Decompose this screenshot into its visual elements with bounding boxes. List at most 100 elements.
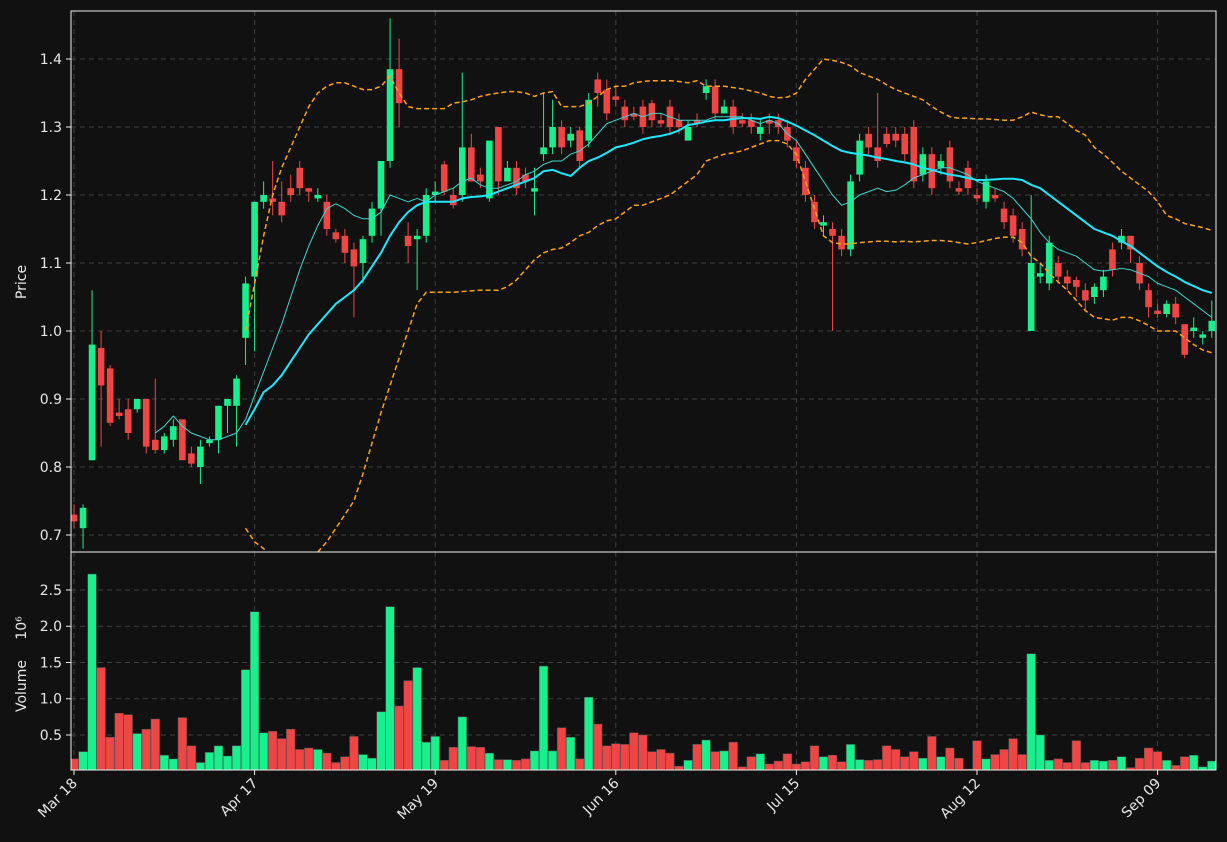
volume-bar — [972, 740, 982, 770]
volume-bar — [620, 744, 630, 770]
y-tick-label: 1.0 — [40, 692, 62, 708]
candle-body — [368, 208, 376, 236]
y-tick-label: 0.9 — [40, 392, 62, 408]
volume-bar — [855, 759, 865, 770]
volume-bar — [511, 760, 522, 770]
candle-body — [377, 161, 385, 209]
candle-body — [468, 147, 475, 182]
candle-body — [531, 188, 538, 192]
y-tick-label: 1.2 — [40, 188, 62, 204]
volume-bar — [159, 755, 169, 770]
volume-bar — [448, 747, 458, 770]
candle-body — [1208, 320, 1216, 332]
volume-bar — [1180, 756, 1190, 770]
candle-body — [242, 283, 249, 338]
volume-frame — [70, 551, 1217, 771]
volume-bar — [710, 751, 720, 770]
candle-body — [576, 130, 583, 162]
y-tick-label: 1.5 — [40, 655, 62, 671]
volume-bar — [493, 759, 503, 770]
candle-body — [829, 229, 836, 236]
volume-bar — [936, 756, 946, 770]
volume-bar — [403, 680, 413, 770]
candle-body — [1172, 303, 1179, 318]
candle-body — [657, 120, 665, 124]
candle-body — [206, 439, 213, 444]
price-axis-label: Price — [14, 265, 30, 299]
volume-bar — [87, 573, 97, 770]
volume-bar — [1053, 758, 1063, 770]
candle-body — [260, 195, 267, 202]
candle-body — [449, 195, 457, 206]
candle-body — [359, 239, 367, 264]
candle-body — [350, 249, 358, 267]
volume-bar — [999, 749, 1009, 770]
y-tick-label: 2.0 — [40, 619, 62, 635]
volume-bar — [773, 760, 783, 770]
volume-bar — [322, 752, 332, 770]
candle-body — [838, 235, 845, 250]
candle-body — [1045, 242, 1053, 284]
volume-bar — [340, 756, 350, 770]
candle-body — [883, 133, 890, 145]
volume-bar — [286, 728, 296, 770]
candle-body — [811, 201, 818, 223]
candle-body — [422, 195, 430, 236]
volume-bar — [331, 762, 341, 770]
volume-bar — [168, 758, 178, 770]
candle-body — [332, 232, 340, 240]
candle-body — [865, 133, 872, 148]
volume-bar — [981, 758, 991, 770]
volume-bar — [945, 747, 955, 770]
candle-body — [79, 507, 87, 529]
volume-bar — [882, 745, 892, 770]
volume-bar — [1134, 757, 1145, 770]
overlay-line — [154, 112, 1213, 441]
volume-bar — [1116, 756, 1127, 770]
volume-panel — [71, 573, 1216, 770]
candle-body — [142, 399, 150, 447]
volume-bar — [539, 665, 549, 770]
volume-bar — [1207, 760, 1216, 770]
candle-body — [1091, 286, 1098, 298]
candle-body — [504, 167, 511, 182]
candle-body — [151, 439, 159, 451]
candle-body — [684, 127, 692, 141]
candle-body — [874, 147, 881, 162]
volume-bar — [1098, 760, 1108, 770]
volume-bar — [593, 723, 603, 770]
volume-bar — [114, 712, 124, 770]
volume-bar — [96, 667, 106, 770]
candle-body — [540, 147, 547, 155]
volume-bar — [782, 753, 792, 770]
y-tick-label: 1.1 — [40, 256, 62, 272]
volume-bar — [1125, 767, 1136, 770]
volume-axis-label: Volume — [14, 660, 30, 712]
volume-bar — [123, 714, 133, 770]
candle-body — [161, 436, 168, 451]
volume-bar — [692, 744, 702, 770]
candle-body — [847, 181, 854, 250]
volume-bar — [502, 759, 512, 770]
candle-body — [197, 446, 204, 468]
candle-body — [1190, 327, 1198, 332]
candle-body — [97, 348, 105, 386]
candle-body — [314, 195, 322, 199]
candle-body — [1145, 290, 1152, 308]
volume-bar — [701, 739, 711, 770]
volume-bar — [1107, 760, 1118, 770]
candle-body — [440, 164, 448, 192]
candle-body — [919, 154, 927, 175]
y-tick-label: 1.4 — [40, 52, 62, 68]
candle-body — [124, 409, 132, 434]
volume-bar — [421, 741, 431, 770]
volume-bar — [259, 732, 269, 770]
candle-body — [224, 399, 231, 406]
candle-body — [1154, 310, 1161, 315]
candle-body — [937, 161, 945, 168]
candle-body — [585, 99, 593, 141]
candle-body — [88, 344, 96, 461]
volume-bar — [1044, 760, 1054, 770]
candle-body — [233, 378, 240, 406]
